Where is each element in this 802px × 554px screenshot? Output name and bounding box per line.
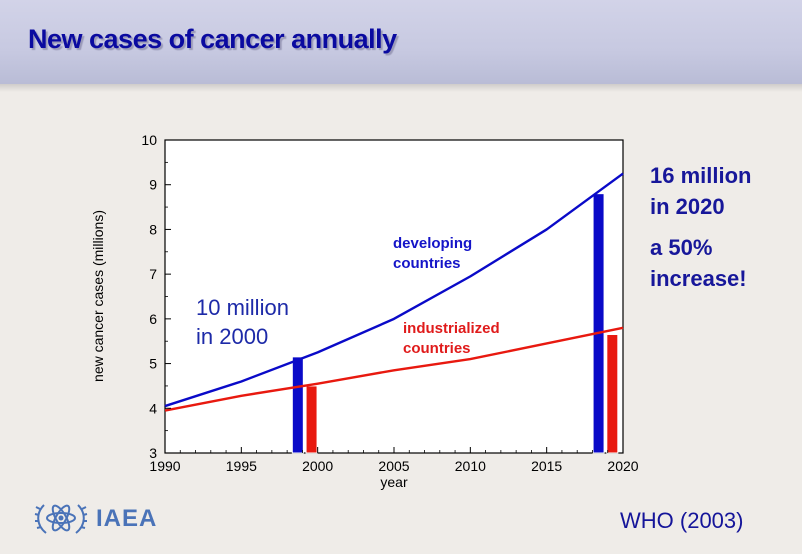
series-label-developing-line2: countries xyxy=(393,255,461,272)
line-developing xyxy=(164,172,624,408)
annotation-increase: a 50% increase! xyxy=(650,232,747,294)
x-tick-label-1995: 1995 xyxy=(226,458,257,474)
annotation-10-million-line2: in 2000 xyxy=(196,324,269,349)
title-bar xyxy=(0,0,802,84)
logo-text: IAEA xyxy=(96,505,158,532)
x-tick-label-1990: 1990 xyxy=(149,458,180,474)
iaea-logo: IAEA xyxy=(34,497,174,539)
bars-layer xyxy=(291,193,619,454)
bar-industrialized-1 xyxy=(305,385,318,454)
y-tick-label-8: 8 xyxy=(149,221,157,237)
annotation-16-million-line2: in 2020 xyxy=(650,194,725,219)
y-tick-label-9: 9 xyxy=(149,177,157,193)
slide-title: New cases of cancer annually xyxy=(28,24,397,54)
annotation-16-million: 16 million in 2020 xyxy=(650,160,751,222)
annotation-increase-line1: a 50% xyxy=(650,235,713,260)
x-tick-label-2005: 2005 xyxy=(378,458,409,474)
annotation-increase-line2: increase! xyxy=(650,266,747,291)
atom-olive-icon xyxy=(34,504,88,534)
lines-layer xyxy=(164,172,624,412)
bar-industrialized-3 xyxy=(606,334,619,454)
series-label-developing: developing countries xyxy=(393,234,472,274)
annotation-10-million-line1: 10 million xyxy=(196,295,289,320)
y-axis-label: new cancer cases (millions) xyxy=(90,210,106,382)
source-citation: WHO (2003) xyxy=(620,508,744,533)
title-bar-shadow xyxy=(0,84,802,92)
x-tick-label-2000: 2000 xyxy=(302,458,333,474)
plot-area xyxy=(164,139,624,454)
series-label-developing-line1: developing xyxy=(393,235,473,252)
bar-developing-0 xyxy=(291,356,304,454)
x-tick-label-2010: 2010 xyxy=(455,458,486,474)
series-label-industrialized-line1: industrialized xyxy=(403,320,500,337)
y-tick-label-7: 7 xyxy=(149,266,157,282)
y-tick-label-5: 5 xyxy=(149,356,157,372)
annotation-16-million-line1: 16 million xyxy=(650,163,752,188)
line-industrialized xyxy=(164,326,624,412)
x-tick-label-2015: 2015 xyxy=(531,458,562,474)
x-tick-label-2020: 2020 xyxy=(607,458,638,474)
y-tick-label-10: 10 xyxy=(141,132,157,148)
y-tick-label-6: 6 xyxy=(149,311,157,327)
y-tick-label-4: 4 xyxy=(149,400,157,416)
series-label-industrialized: industrialized countries xyxy=(403,319,500,359)
series-label-industrialized-line2: countries xyxy=(403,340,471,357)
bar-developing-2 xyxy=(592,193,605,454)
ticks-layer: 1990 1995 2000 2005 2010 2015 2020 3 4 5 6 7 8 9 10 xyxy=(141,132,638,474)
y-tick-label-3: 3 xyxy=(149,445,157,461)
annotation-10-million: 10 million in 2000 xyxy=(196,293,289,351)
x-axis-label: year xyxy=(380,474,408,490)
